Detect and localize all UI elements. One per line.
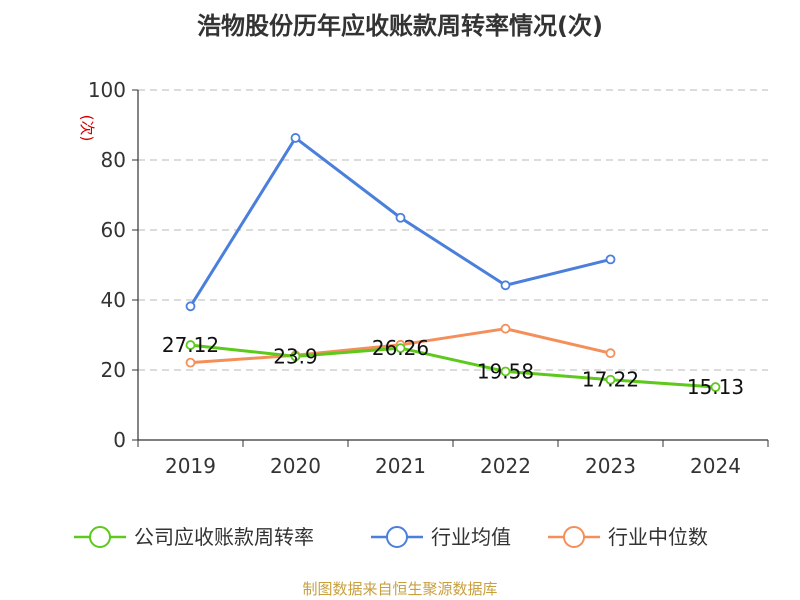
- data-point: [605, 348, 616, 359]
- data-labels: 27.12 23.9 26.26 19.58 17.22 15.13: [162, 333, 744, 399]
- y-tick-label: 20: [101, 358, 126, 382]
- data-point: [710, 382, 721, 392]
- data-point: [500, 323, 511, 334]
- legend-marker: [89, 526, 111, 548]
- series-lines: [185, 133, 721, 392]
- data-point: [395, 343, 406, 353]
- legend-label: 公司应收账款周转率: [134, 525, 314, 549]
- legend-marker: [563, 526, 585, 548]
- data-point: [185, 301, 196, 312]
- y-tick-label: 0: [113, 428, 126, 452]
- series-line: [190, 343, 716, 389]
- legend-marker: [386, 526, 408, 548]
- data-label: 15.13: [687, 375, 744, 399]
- data-point: [185, 357, 196, 368]
- x-tick-label: 2019: [165, 454, 216, 478]
- data-point: [395, 212, 406, 223]
- data-label: 23.9: [273, 344, 318, 368]
- data-point: [500, 280, 511, 291]
- legend-item[interactable]: 公司应收账款周转率: [74, 525, 314, 549]
- source-note: 制图数据来自恒生聚源数据库: [302, 580, 498, 598]
- data-label: 19.58: [477, 359, 534, 383]
- legend-label: 行业均值: [431, 525, 511, 549]
- data-point: [500, 366, 511, 377]
- y-tick-label: 100: [88, 78, 126, 102]
- data-point: [290, 351, 301, 362]
- legend-label: 行业中位数: [608, 525, 708, 549]
- x-tick-label: 2022: [480, 454, 531, 478]
- data-point: [605, 374, 616, 385]
- data-label: 17.22: [582, 368, 639, 392]
- data-label: 26.26: [372, 336, 429, 360]
- y-tick-label: 80: [101, 148, 126, 172]
- x-tick-label: 2023: [585, 454, 636, 478]
- y-tick-label: 60: [101, 218, 126, 242]
- y-axis-label: (次): [78, 115, 96, 142]
- legend[interactable]: 公司应收账款周转率 行业均值 行业中位数: [74, 525, 708, 549]
- axes: 0 20 40 60 80 100 (次) 2019 2020 2021 2022 2023 2024: [78, 78, 769, 478]
- data-point: [185, 340, 196, 350]
- data-label: 27.12: [162, 333, 219, 357]
- gridlines: [138, 89, 768, 371]
- data-point: [290, 133, 301, 143]
- x-tick-label: 2020: [270, 454, 321, 478]
- x-tick-label: 2024: [690, 454, 741, 478]
- legend-item[interactable]: 行业中位数: [548, 525, 708, 549]
- chart-title: 浩物股份历年应收账款周转率情况(次): [197, 12, 603, 40]
- legend-item[interactable]: 行业均值: [371, 525, 511, 549]
- x-tick-label: 2021: [375, 454, 426, 478]
- y-tick-label: 40: [101, 288, 126, 312]
- data-point: [605, 254, 616, 265]
